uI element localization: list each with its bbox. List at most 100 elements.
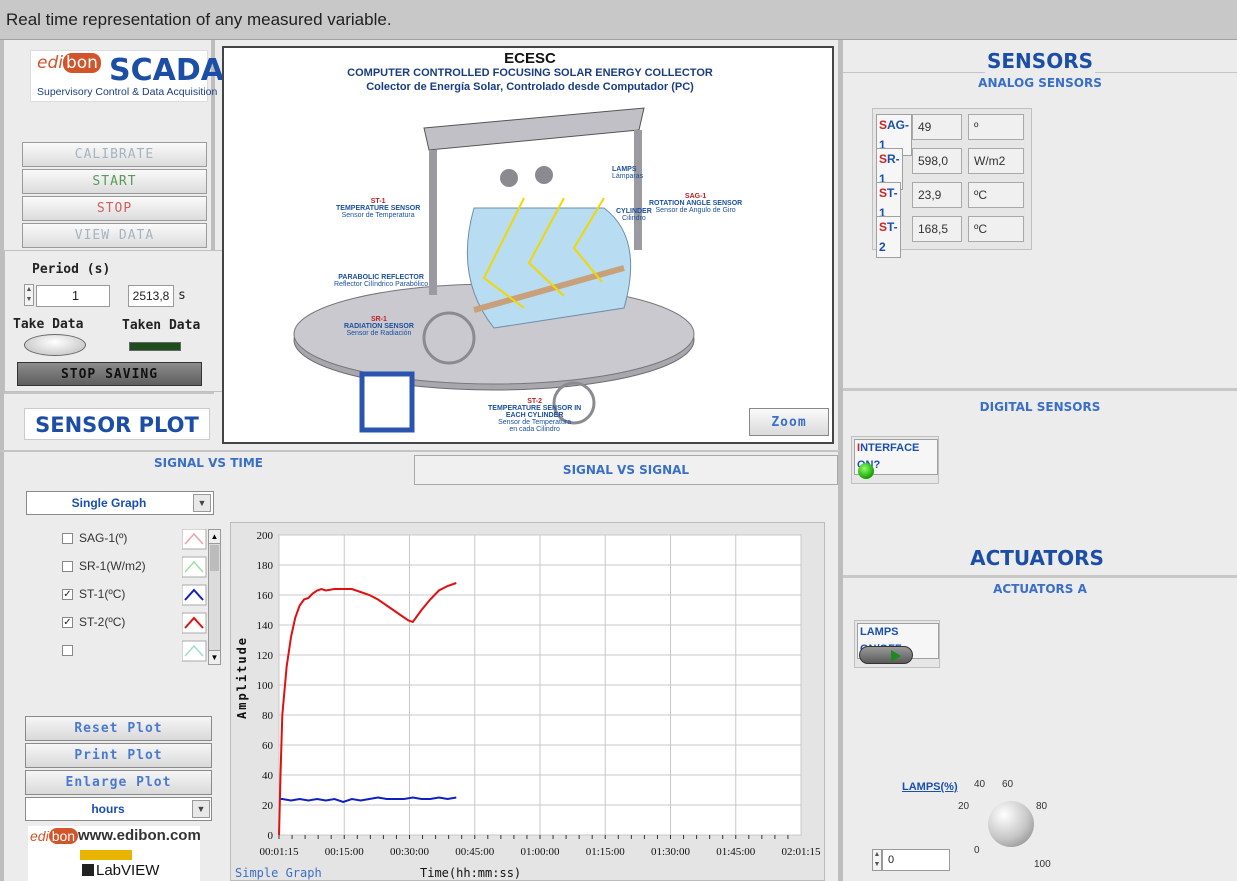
lamps-label: LAMPS Lámparas (612, 166, 644, 180)
stop-saving-button[interactable]: STOP SAVING (17, 362, 202, 386)
y-tick-label: 180 (257, 560, 274, 572)
legend-swatch[interactable] (182, 584, 207, 606)
knob-dial[interactable] (988, 801, 1034, 847)
y-tick-label: 140 (257, 620, 274, 632)
take-data-toggle[interactable] (24, 334, 86, 356)
y-tick-label: 120 (257, 650, 274, 662)
knob-tick: 40 (974, 779, 986, 790)
sensor-plot-title-box: SENSOR PLOT (24, 408, 210, 440)
graph-name-label: Simple Graph (235, 866, 322, 880)
series-line (278, 582, 457, 836)
process-diagram: ECESC COMPUTER CONTROLLED FOCUSING SOLAR… (222, 46, 834, 444)
ni-badge (80, 850, 132, 860)
edibon-website: www.edibon.com (78, 827, 201, 844)
sensor-value: 168,5 (912, 216, 962, 242)
stop-button[interactable]: STOP (22, 196, 207, 221)
y-axis-label: Amplitude (235, 636, 249, 719)
lamps-percent-label: LAMPS(%) (902, 781, 958, 793)
right-column-divider (838, 40, 843, 881)
caption-bar: Real time representation of any measured… (0, 0, 1237, 40)
scrollbar-thumb[interactable] (210, 545, 219, 571)
series-line (279, 796, 457, 804)
knob-tick: 20 (958, 801, 970, 812)
x-tick-label: 00:01:15 (259, 846, 299, 858)
logo-subtitle: Supervisory Control & Data Acquisition (37, 86, 218, 98)
legend-item[interactable]: SR-1(W/m2) (62, 559, 146, 573)
lamps-stepper[interactable]: ▲ ▼ (872, 849, 882, 871)
x-tick-label: 01:45:00 (716, 846, 756, 858)
left-edge (0, 40, 4, 881)
time-units-select[interactable]: hours ▼ (25, 797, 212, 821)
logo-edibon-text: edi bon (37, 53, 101, 73)
sensor-tag: ST-2 (876, 216, 901, 258)
st2-label: ST-2 TEMPERATURE SENSOR IN EACH CYLINDER Se… (488, 398, 582, 433)
knob-tick: 100 (1034, 859, 1051, 870)
legend-swatch[interactable] (182, 529, 207, 550)
y-tick-label: 20 (262, 800, 274, 812)
signal-vs-time-chart[interactable]: 0 20 40 60 80 100 120 140 160 180 200 00:01:15 00:15… (231, 523, 826, 881)
sensor-value: 49 (912, 114, 962, 140)
sr1-label: SR-1 RADIATION SENSOR Sensor de Radiación (344, 316, 414, 337)
elapsed-time-value: 2513,8 (128, 285, 174, 307)
sensor-value: 598,0 (912, 148, 962, 174)
legend-swatch[interactable] (182, 612, 207, 634)
zoom-button[interactable]: Zoom (749, 408, 829, 436)
legend-item[interactable]: SAG-1(º) (62, 531, 127, 545)
legend-swatch[interactable] (182, 556, 207, 578)
start-button[interactable]: START (22, 169, 207, 194)
interface-led (858, 463, 874, 479)
tab-signal-vs-signal-label: SIGNAL VS SIGNAL (562, 463, 690, 477)
plot-top-divider (0, 450, 840, 452)
calibrate-button[interactable]: CALIBRATE (22, 142, 207, 167)
graph-mode-select[interactable]: Single Graph ▼ (26, 491, 214, 515)
take-data-label: Take Data (13, 317, 84, 332)
legend-item[interactable]: ✓ ST-1(ºC) (62, 587, 126, 601)
enlarge-plot-button[interactable]: Enlarge Plot (25, 770, 212, 795)
y-tick-label: 60 (262, 740, 274, 752)
sensor-unit: ºC (968, 216, 1024, 242)
y-tick-label: 40 (262, 770, 274, 782)
lamps-value-input[interactable]: 0 (882, 849, 950, 871)
footer-edibon-text: edi bon (30, 828, 79, 844)
reset-plot-button[interactable]: Reset Plot (25, 716, 212, 741)
digital-sensors-title: DIGITAL SENSORS (979, 400, 1101, 414)
sensor-plot-title: SENSOR PLOT (35, 413, 199, 437)
lamps-knob[interactable]: 0 20 40 60 80 100 (958, 779, 1056, 875)
parabolic-reflector-label: PARABOLIC REFLECTOR Reflector Cilíndrico … (334, 274, 429, 288)
y-tick-label: 0 (268, 830, 274, 842)
period-input[interactable]: 1 (36, 285, 110, 307)
sag1-label: SAG-1 ROTATION ANGLE SENSOR Sensor de Angu… (649, 193, 743, 214)
time-units-value: hours (91, 802, 125, 816)
sensor-value: 23,9 (912, 182, 962, 208)
cylinder-label: CYLINDER Cilindro (616, 208, 652, 222)
legend-scrollbar[interactable]: ▲ ▼ (208, 529, 221, 665)
switch-arrow-icon (891, 650, 901, 662)
lamps-onoff-switch[interactable] (859, 646, 913, 664)
graph-mode-value: Single Graph (71, 496, 147, 510)
y-tick-label: 80 (262, 710, 274, 722)
print-plot-button[interactable]: Print Plot (25, 743, 212, 768)
sensor-unit: ºC (968, 182, 1024, 208)
period-stepper[interactable]: ▲ ▼ (24, 284, 34, 306)
tab-signal-vs-signal[interactable]: SIGNAL VS SIGNAL (414, 455, 838, 485)
view-data-button[interactable]: VIEW DATA (22, 223, 207, 248)
legend-item[interactable] (62, 643, 79, 657)
x-tick-label: 02:01:15 (781, 846, 821, 858)
logo-scada-text: SCADA (109, 53, 224, 88)
lamps-onoff-group: LAMPS ON/OFF (854, 620, 940, 668)
tab-signal-vs-time[interactable]: SIGNAL VS TIME (153, 456, 263, 470)
chart-frame: 0 20 40 60 80 100 120 140 160 180 200 00:01:15 00:15… (230, 522, 825, 881)
chevron-down-icon[interactable]: ▼ (193, 494, 211, 512)
y-tick-label: 200 (257, 530, 274, 542)
legend-swatch[interactable] (182, 640, 207, 662)
x-tick-label: 01:30:00 (651, 846, 691, 858)
elapsed-unit: s (178, 288, 186, 303)
actuators-a-title: ACTUATORS A (993, 582, 1087, 596)
solar-collector-illustration (293, 107, 695, 433)
knob-tick: 0 (974, 845, 980, 856)
left-column-divider (211, 40, 215, 250)
y-tick-label: 160 (257, 590, 274, 602)
chevron-down-icon[interactable]: ▼ (192, 800, 210, 818)
sensor-unit: W/m2 (968, 148, 1024, 174)
legend-item[interactable]: ✓ ST-2(ºC) (62, 615, 126, 629)
